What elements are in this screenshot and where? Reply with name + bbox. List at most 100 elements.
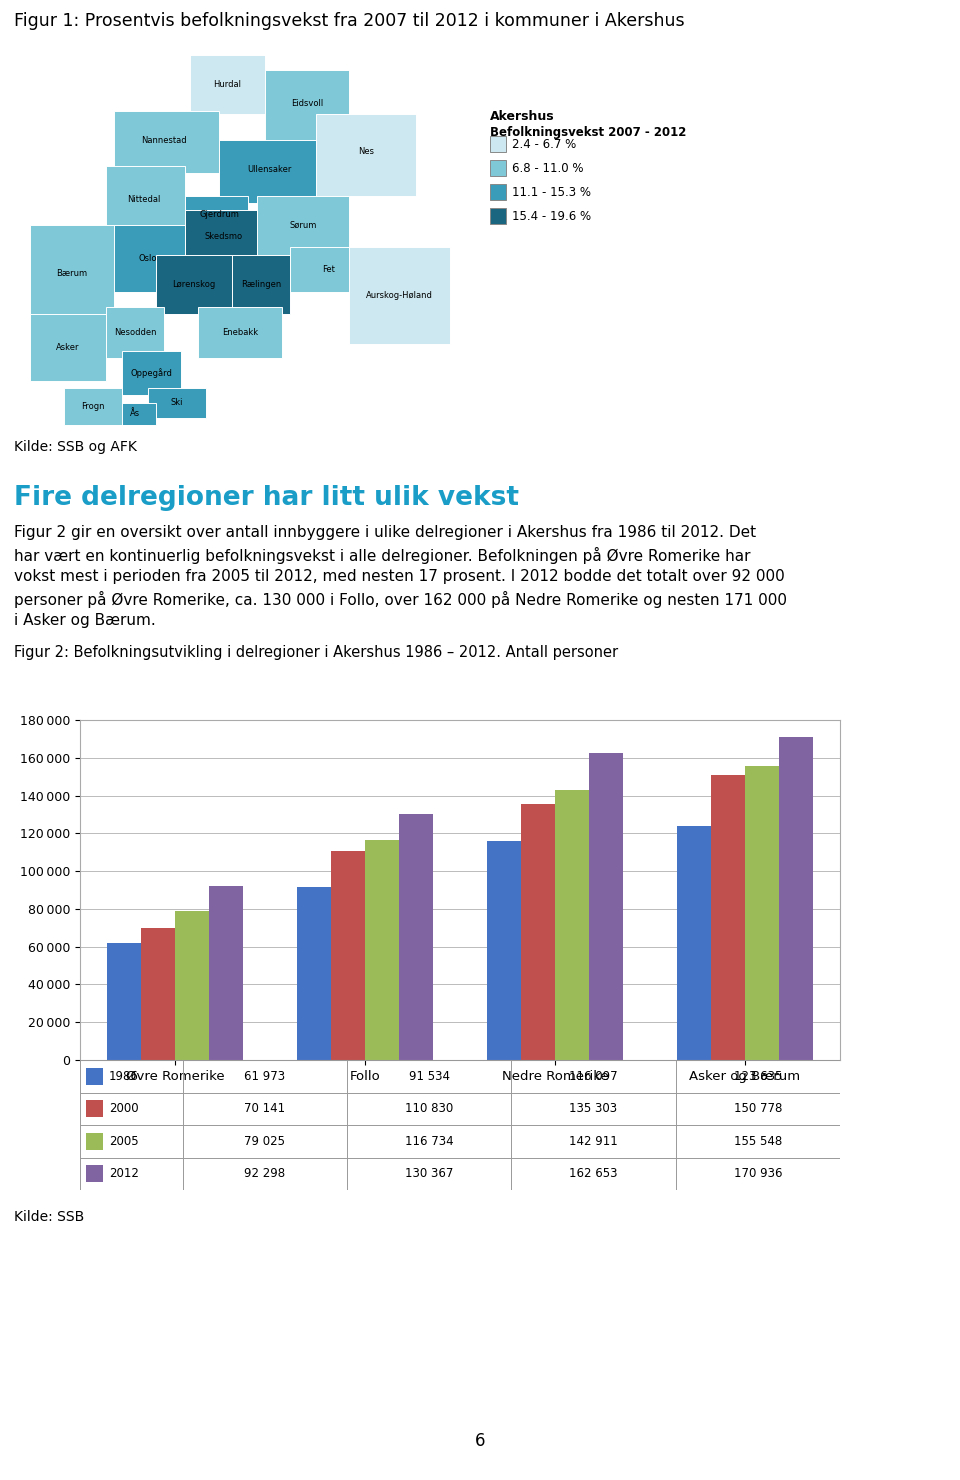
- Bar: [520, 805, 555, 1060]
- Text: Hurdal: Hurdal: [213, 80, 241, 89]
- Text: 2012: 2012: [108, 1168, 139, 1180]
- Polygon shape: [106, 166, 185, 232]
- Polygon shape: [349, 247, 450, 343]
- Text: Frogn: Frogn: [82, 403, 105, 411]
- Text: Ullensaker: Ullensaker: [248, 166, 292, 175]
- Bar: [86, 1165, 103, 1183]
- Polygon shape: [123, 351, 181, 395]
- Text: har vært en kontinuerlig befolkningsvekst i alle delregioner. Befolkningen på Øv: har vært en kontinuerlig befolkningsveks…: [14, 548, 751, 564]
- Polygon shape: [185, 210, 257, 262]
- Polygon shape: [30, 314, 106, 380]
- Text: 2005: 2005: [108, 1135, 138, 1148]
- Text: Bærum: Bærum: [57, 269, 87, 278]
- Polygon shape: [189, 55, 265, 114]
- Bar: [365, 839, 399, 1060]
- Bar: [107, 943, 141, 1060]
- Text: 70 141: 70 141: [244, 1103, 285, 1116]
- Bar: [331, 851, 365, 1060]
- Text: 130 367: 130 367: [405, 1168, 453, 1180]
- Text: Enebakk: Enebakk: [222, 329, 258, 337]
- Bar: [487, 841, 520, 1060]
- Text: i Asker og Bærum.: i Asker og Bærum.: [14, 613, 156, 628]
- Text: 162 653: 162 653: [569, 1168, 617, 1180]
- Text: Nes: Nes: [358, 147, 374, 155]
- Polygon shape: [106, 225, 185, 292]
- Polygon shape: [30, 225, 114, 321]
- Text: Befolkningsvekst 2007 - 2012: Befolkningsvekst 2007 - 2012: [490, 126, 686, 139]
- Polygon shape: [219, 141, 316, 203]
- Text: 61 973: 61 973: [244, 1070, 285, 1083]
- Bar: [490, 160, 506, 176]
- Polygon shape: [185, 195, 249, 232]
- Text: 2000: 2000: [108, 1103, 138, 1116]
- Bar: [555, 790, 589, 1060]
- Text: Eidsvoll: Eidsvoll: [291, 99, 324, 108]
- Polygon shape: [114, 403, 156, 425]
- Bar: [175, 910, 209, 1060]
- Text: 6: 6: [475, 1433, 485, 1450]
- Text: Nesodden: Nesodden: [113, 329, 156, 337]
- Bar: [86, 1132, 103, 1150]
- Text: 1986: 1986: [108, 1070, 139, 1083]
- Bar: [490, 184, 506, 200]
- Text: Figur 1: Prosentvis befolkningsvekst fra 2007 til 2012 i kommuner i Akershus: Figur 1: Prosentvis befolkningsvekst fra…: [14, 12, 684, 30]
- Bar: [490, 209, 506, 223]
- Text: 91 534: 91 534: [409, 1070, 449, 1083]
- Text: Akershus: Akershus: [490, 110, 555, 123]
- Text: 110 830: 110 830: [405, 1103, 453, 1116]
- Text: 6.8 - 11.0 %: 6.8 - 11.0 %: [512, 161, 584, 175]
- Text: 170 936: 170 936: [733, 1168, 782, 1180]
- Bar: [399, 814, 433, 1060]
- Text: 15.4 - 19.6 %: 15.4 - 19.6 %: [512, 210, 591, 222]
- Bar: [141, 928, 175, 1060]
- Polygon shape: [316, 114, 417, 195]
- Text: 79 025: 79 025: [244, 1135, 285, 1148]
- Text: personer på Øvre Romerike, ca. 130 000 i Follo, over 162 000 på Nedre Romerike o: personer på Øvre Romerike, ca. 130 000 i…: [14, 591, 787, 608]
- Text: Aurskog-Høland: Aurskog-Høland: [366, 292, 433, 300]
- Polygon shape: [114, 111, 219, 173]
- Text: 155 548: 155 548: [733, 1135, 782, 1148]
- Text: 123 635: 123 635: [733, 1070, 782, 1083]
- Text: 116 097: 116 097: [569, 1070, 618, 1083]
- Text: Sørum: Sørum: [289, 221, 317, 229]
- Polygon shape: [265, 70, 349, 144]
- Text: Fire delregioner har litt ulik vekst: Fire delregioner har litt ulik vekst: [14, 485, 519, 511]
- Text: Oslo: Oslo: [138, 255, 156, 263]
- Polygon shape: [148, 388, 206, 417]
- Text: Skedsmo: Skedsmo: [204, 232, 242, 241]
- Text: Oppegård: Oppegård: [131, 369, 173, 377]
- Text: 2.4 - 6.7 %: 2.4 - 6.7 %: [512, 138, 576, 151]
- Bar: [710, 776, 745, 1060]
- Polygon shape: [257, 195, 349, 255]
- Text: vokst mest i perioden fra 2005 til 2012, med nesten 17 prosent. I 2012 bodde det: vokst mest i perioden fra 2005 til 2012,…: [14, 568, 784, 585]
- Bar: [490, 136, 506, 152]
- Bar: [86, 1100, 103, 1117]
- Bar: [209, 885, 244, 1060]
- Text: 92 298: 92 298: [244, 1168, 285, 1180]
- Text: Ås: Ås: [130, 410, 140, 419]
- Polygon shape: [290, 247, 366, 292]
- Bar: [677, 826, 710, 1060]
- Text: Asker: Asker: [56, 343, 80, 352]
- Text: Figur 2 gir en oversikt over antall innbyggere i ulike delregioner i Akershus fr: Figur 2 gir en oversikt over antall innb…: [14, 525, 756, 540]
- Bar: [745, 767, 780, 1060]
- Text: Figur 2: Befolkningsutvikling i delregioner i Akershus 1986 – 2012. Antall perso: Figur 2: Befolkningsutvikling i delregio…: [14, 645, 618, 660]
- Bar: [86, 1067, 103, 1085]
- Text: Fet: Fet: [322, 265, 335, 274]
- Bar: [780, 737, 813, 1060]
- Bar: [589, 753, 623, 1060]
- Text: 142 911: 142 911: [569, 1135, 618, 1148]
- Polygon shape: [63, 388, 123, 425]
- Polygon shape: [198, 306, 282, 358]
- Text: Kilde: SSB: Kilde: SSB: [14, 1211, 84, 1224]
- Text: Rælingen: Rælingen: [241, 280, 281, 289]
- Polygon shape: [231, 255, 290, 314]
- Text: Nittedal: Nittedal: [127, 195, 160, 204]
- Text: 11.1 - 15.3 %: 11.1 - 15.3 %: [512, 185, 591, 198]
- Polygon shape: [156, 255, 231, 314]
- Text: Lørenskog: Lørenskog: [172, 280, 215, 289]
- Text: Kilde: SSB og AFK: Kilde: SSB og AFK: [14, 440, 137, 454]
- Text: 150 778: 150 778: [733, 1103, 782, 1116]
- Polygon shape: [106, 306, 164, 358]
- Text: 116 734: 116 734: [405, 1135, 453, 1148]
